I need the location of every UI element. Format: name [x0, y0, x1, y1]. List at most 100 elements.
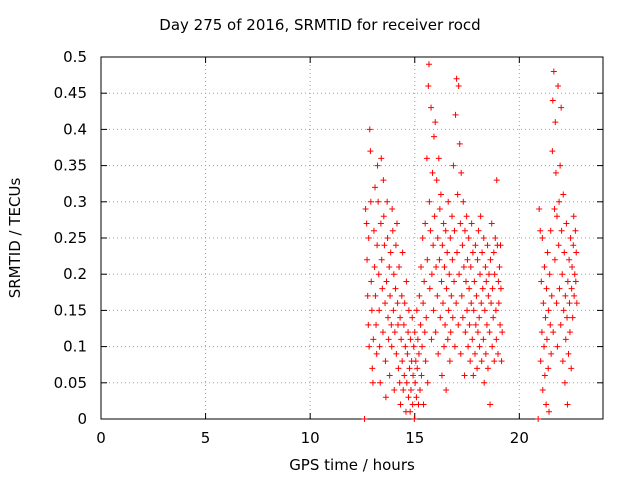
y-tick-label: 0.5 [63, 48, 87, 66]
data-point [371, 263, 378, 270]
data-point [464, 307, 471, 314]
data-point [420, 401, 427, 408]
data-point [400, 387, 407, 394]
data-point [393, 220, 400, 227]
data-point [444, 336, 451, 343]
data-point [424, 379, 431, 386]
data-point [446, 358, 453, 365]
x-tick-label: 15 [405, 429, 424, 447]
data-point [439, 300, 446, 307]
data-point [401, 372, 408, 379]
data-point [425, 61, 432, 68]
data-point [407, 408, 414, 415]
data-point [392, 242, 399, 249]
data-point [434, 292, 441, 299]
data-point [476, 314, 483, 321]
data-point [552, 119, 559, 126]
data-point [453, 300, 460, 307]
data-point [456, 140, 463, 147]
data-point [455, 82, 462, 89]
data-point [566, 300, 573, 307]
data-point [407, 387, 414, 394]
data-point [388, 321, 395, 328]
data-point [557, 162, 564, 169]
data-point [449, 256, 456, 263]
data-point [537, 358, 544, 365]
data-point [468, 220, 475, 227]
data-point [538, 329, 545, 336]
data-point [422, 358, 429, 365]
data-point [481, 307, 488, 314]
data-point [411, 329, 418, 336]
data-point [366, 126, 373, 133]
x-tick-label: 10 [301, 429, 320, 447]
data-point [464, 256, 471, 263]
data-point [404, 350, 411, 357]
data-point [453, 75, 460, 82]
data-point [560, 307, 567, 314]
data-point [538, 278, 545, 285]
x-axis-label: GPS time / hours [289, 456, 415, 474]
data-point [365, 235, 372, 241]
data-point [535, 416, 542, 422]
data-point [398, 292, 405, 299]
data-point [483, 321, 490, 328]
data-point [489, 285, 496, 292]
data-point [387, 292, 394, 299]
data-point [421, 278, 428, 285]
data-point [465, 343, 472, 350]
data-point [462, 278, 469, 285]
data-point [412, 379, 419, 386]
data-point [363, 220, 370, 227]
data-point [568, 285, 575, 292]
data-point [458, 169, 465, 176]
y-tick-label: 0.2 [63, 265, 87, 283]
data-point [369, 379, 376, 386]
data-point [556, 285, 563, 292]
data-point [384, 235, 391, 241]
data-point [396, 263, 403, 270]
data-point [472, 242, 479, 249]
data-point [492, 235, 499, 241]
data-point [410, 343, 417, 350]
data-point [376, 343, 383, 350]
data-point [471, 350, 478, 357]
data-point [485, 292, 492, 299]
data-point [548, 350, 555, 357]
x-tick-label: 20 [510, 429, 529, 447]
data-point [442, 321, 449, 328]
data-point [449, 314, 456, 321]
data-point [386, 263, 393, 270]
data-point [432, 119, 439, 126]
data-point [455, 321, 462, 328]
data-point [572, 278, 579, 285]
data-point [394, 300, 401, 307]
data-point [416, 387, 423, 394]
data-point [469, 336, 476, 343]
data-point [414, 336, 421, 343]
data-point [441, 263, 448, 270]
data-point [383, 278, 390, 285]
data-point [432, 329, 439, 336]
data-point [377, 379, 384, 386]
y-tick-label: 0.3 [63, 193, 87, 211]
data-point [379, 329, 386, 336]
data-point [439, 242, 446, 249]
data-point [422, 220, 429, 227]
data-point [387, 249, 394, 256]
data-point [495, 278, 502, 285]
data-point [478, 358, 485, 365]
data-point [541, 343, 548, 350]
y-axis-label: SRMTID / TECUs [6, 177, 24, 299]
data-point [415, 401, 422, 408]
data-point [558, 227, 565, 234]
data-point [564, 314, 571, 321]
data-point [403, 278, 410, 285]
data-point [570, 242, 577, 249]
data-point [497, 285, 504, 292]
data-point [558, 104, 565, 111]
data-point [478, 300, 485, 307]
data-point [442, 227, 449, 234]
data-point [545, 365, 552, 372]
data-point [411, 416, 418, 422]
